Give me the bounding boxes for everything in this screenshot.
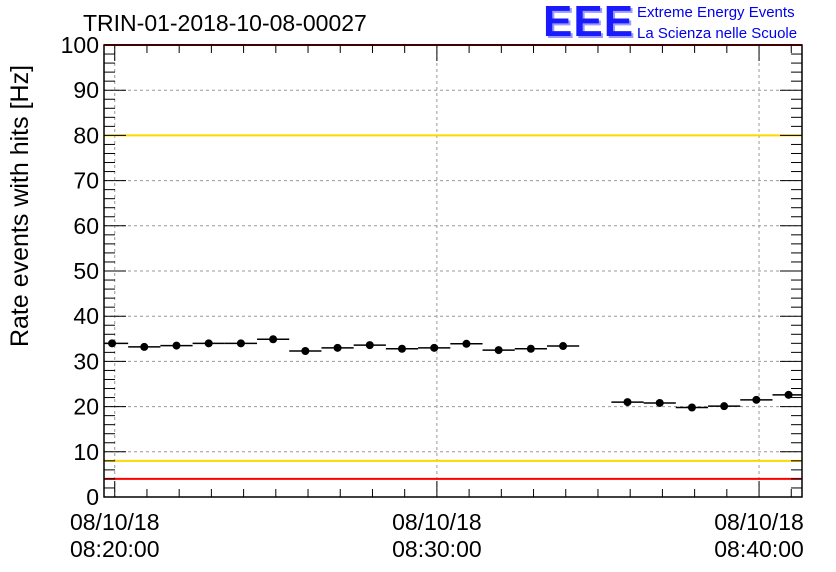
- x-tick-label-date: 08/10/18: [714, 509, 804, 535]
- data-point: [720, 402, 729, 411]
- limit-lines: [104, 44, 802, 480]
- data-point: [752, 395, 761, 404]
- y-tick-label: 40: [73, 303, 99, 329]
- x-tick-label-time: 08:40:00: [714, 536, 804, 562]
- data-point: [494, 346, 503, 355]
- data-point: [430, 343, 439, 352]
- y-tick-label: 60: [73, 213, 99, 239]
- data-point: [140, 342, 149, 351]
- y-tick-label: 70: [73, 168, 99, 194]
- data-point: [172, 341, 181, 350]
- chart-title: TRIN-01-2018-10-08-00027: [83, 10, 367, 36]
- y-tick-label: 30: [73, 348, 99, 374]
- data-point: [333, 343, 342, 352]
- y-tick-label: 100: [61, 32, 99, 58]
- data-points: [104, 335, 802, 412]
- y-tick-label: 80: [73, 122, 99, 148]
- data-point: [462, 339, 471, 348]
- data-point: [655, 398, 664, 407]
- axis-ticks: [104, 44, 802, 498]
- y-tick-labels: 0 10 20 30 40 50 60 70 80 90 100: [61, 32, 99, 510]
- data-point: [559, 342, 568, 351]
- x-tick-labels: 08/10/1808:20:0008/10/1808:30:0008/10/18…: [70, 509, 804, 562]
- data-point: [687, 403, 696, 412]
- data-point: [365, 341, 374, 350]
- grid: [104, 45, 802, 497]
- data-point: [236, 339, 245, 348]
- logo-line-2: La Scienza nelle Scuole: [637, 25, 798, 42]
- data-point: [526, 344, 535, 353]
- x-tick-label-time: 08:20:00: [70, 536, 160, 562]
- data-point: [623, 398, 632, 407]
- y-tick-label: 50: [73, 258, 99, 284]
- x-tick-label-date: 08/10/18: [392, 509, 482, 535]
- logo-line-1: Extreme Energy Events: [637, 4, 795, 21]
- data-point: [108, 339, 117, 348]
- y-tick-label: 0: [86, 484, 99, 510]
- data-point: [784, 390, 793, 399]
- eee-logo-mark: EEE: [543, 0, 635, 46]
- eee-logo: EEE Extreme Energy Events La Scienza nel…: [543, 0, 833, 46]
- y-tick-label: 90: [73, 77, 99, 103]
- y-tick-label: 10: [73, 439, 99, 465]
- x-tick-label-date: 08/10/18: [70, 509, 160, 535]
- data-point: [397, 344, 406, 353]
- x-tick-label-time: 08:30:00: [392, 536, 482, 562]
- data-point: [269, 335, 278, 344]
- data-point: [301, 347, 310, 356]
- data-point: [204, 339, 213, 348]
- y-tick-label: 20: [73, 394, 99, 420]
- y-axis-label: Rate events with hits [Hz]: [6, 65, 34, 347]
